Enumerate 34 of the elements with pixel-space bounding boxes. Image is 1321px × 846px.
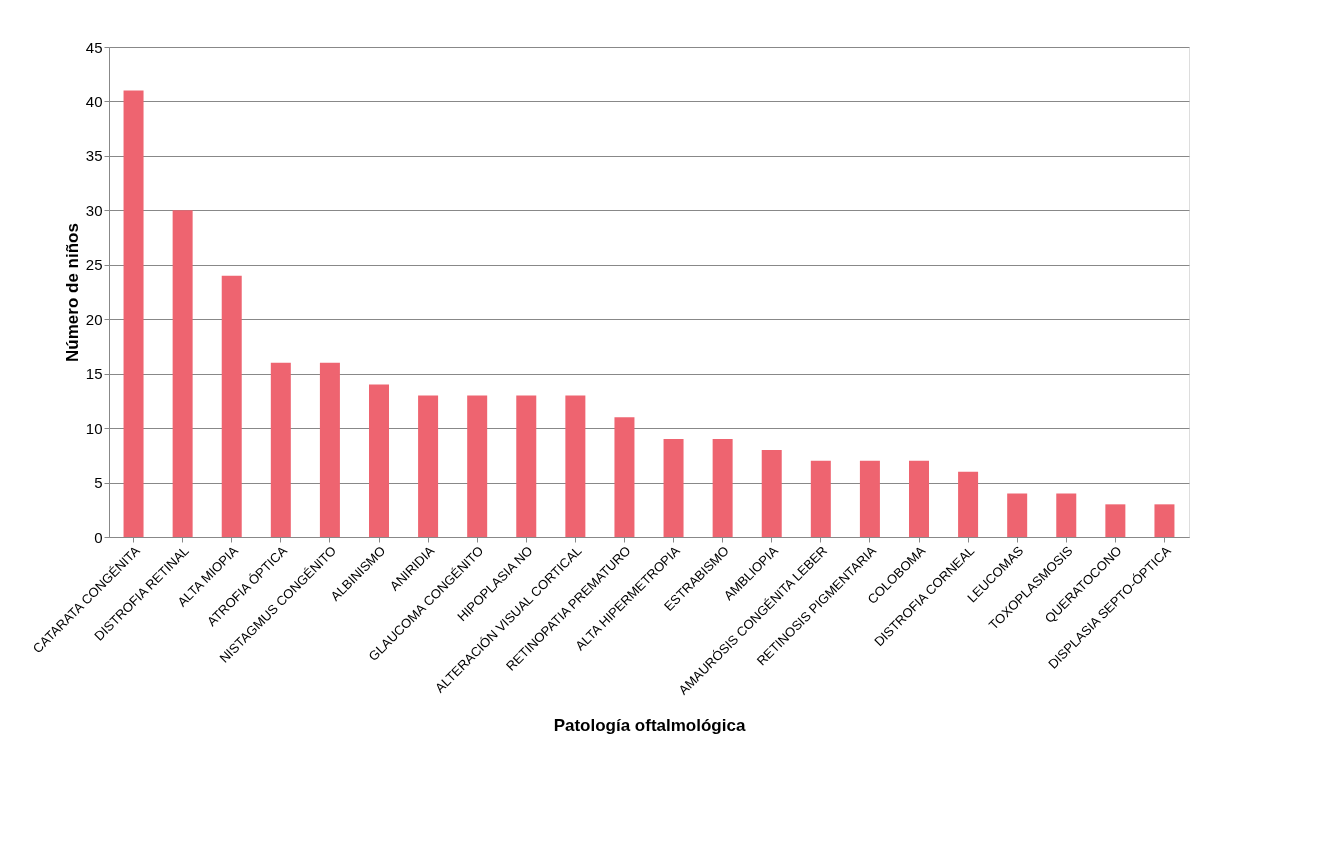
bar [172, 210, 193, 537]
bar [909, 460, 929, 537]
bar [1056, 493, 1077, 537]
y-tick-label: 25 [85, 256, 103, 274]
bar [319, 362, 340, 537]
y-tick-label: 30 [85, 201, 103, 219]
bar [565, 395, 586, 537]
y-tick-label: 15 [85, 365, 103, 383]
y-tick-label: 45 [85, 38, 103, 56]
y-tick-label: 0 [94, 528, 103, 546]
bar [467, 395, 488, 537]
y-tick-label: 40 [85, 92, 103, 110]
bar [270, 362, 291, 537]
bar [516, 395, 537, 537]
bar [761, 449, 782, 537]
y-tick-label: 10 [85, 419, 103, 437]
x-axis-title: Patología oftalmológica [553, 716, 746, 736]
bar [1105, 504, 1126, 537]
y-tick-label: 20 [85, 310, 103, 328]
bar [810, 460, 831, 537]
bar [712, 439, 733, 537]
y-tick-label: 35 [85, 147, 103, 165]
bar [958, 471, 979, 537]
bar [369, 384, 389, 537]
bar [221, 275, 242, 537]
y-tick-label: 5 [94, 474, 103, 492]
bar [1007, 493, 1028, 537]
bar [859, 460, 880, 537]
bar [1154, 504, 1175, 537]
y-axis-title: Número de niños [62, 223, 82, 362]
bar [418, 395, 439, 537]
bar [614, 417, 635, 537]
bar [123, 90, 144, 537]
bar [663, 439, 684, 537]
